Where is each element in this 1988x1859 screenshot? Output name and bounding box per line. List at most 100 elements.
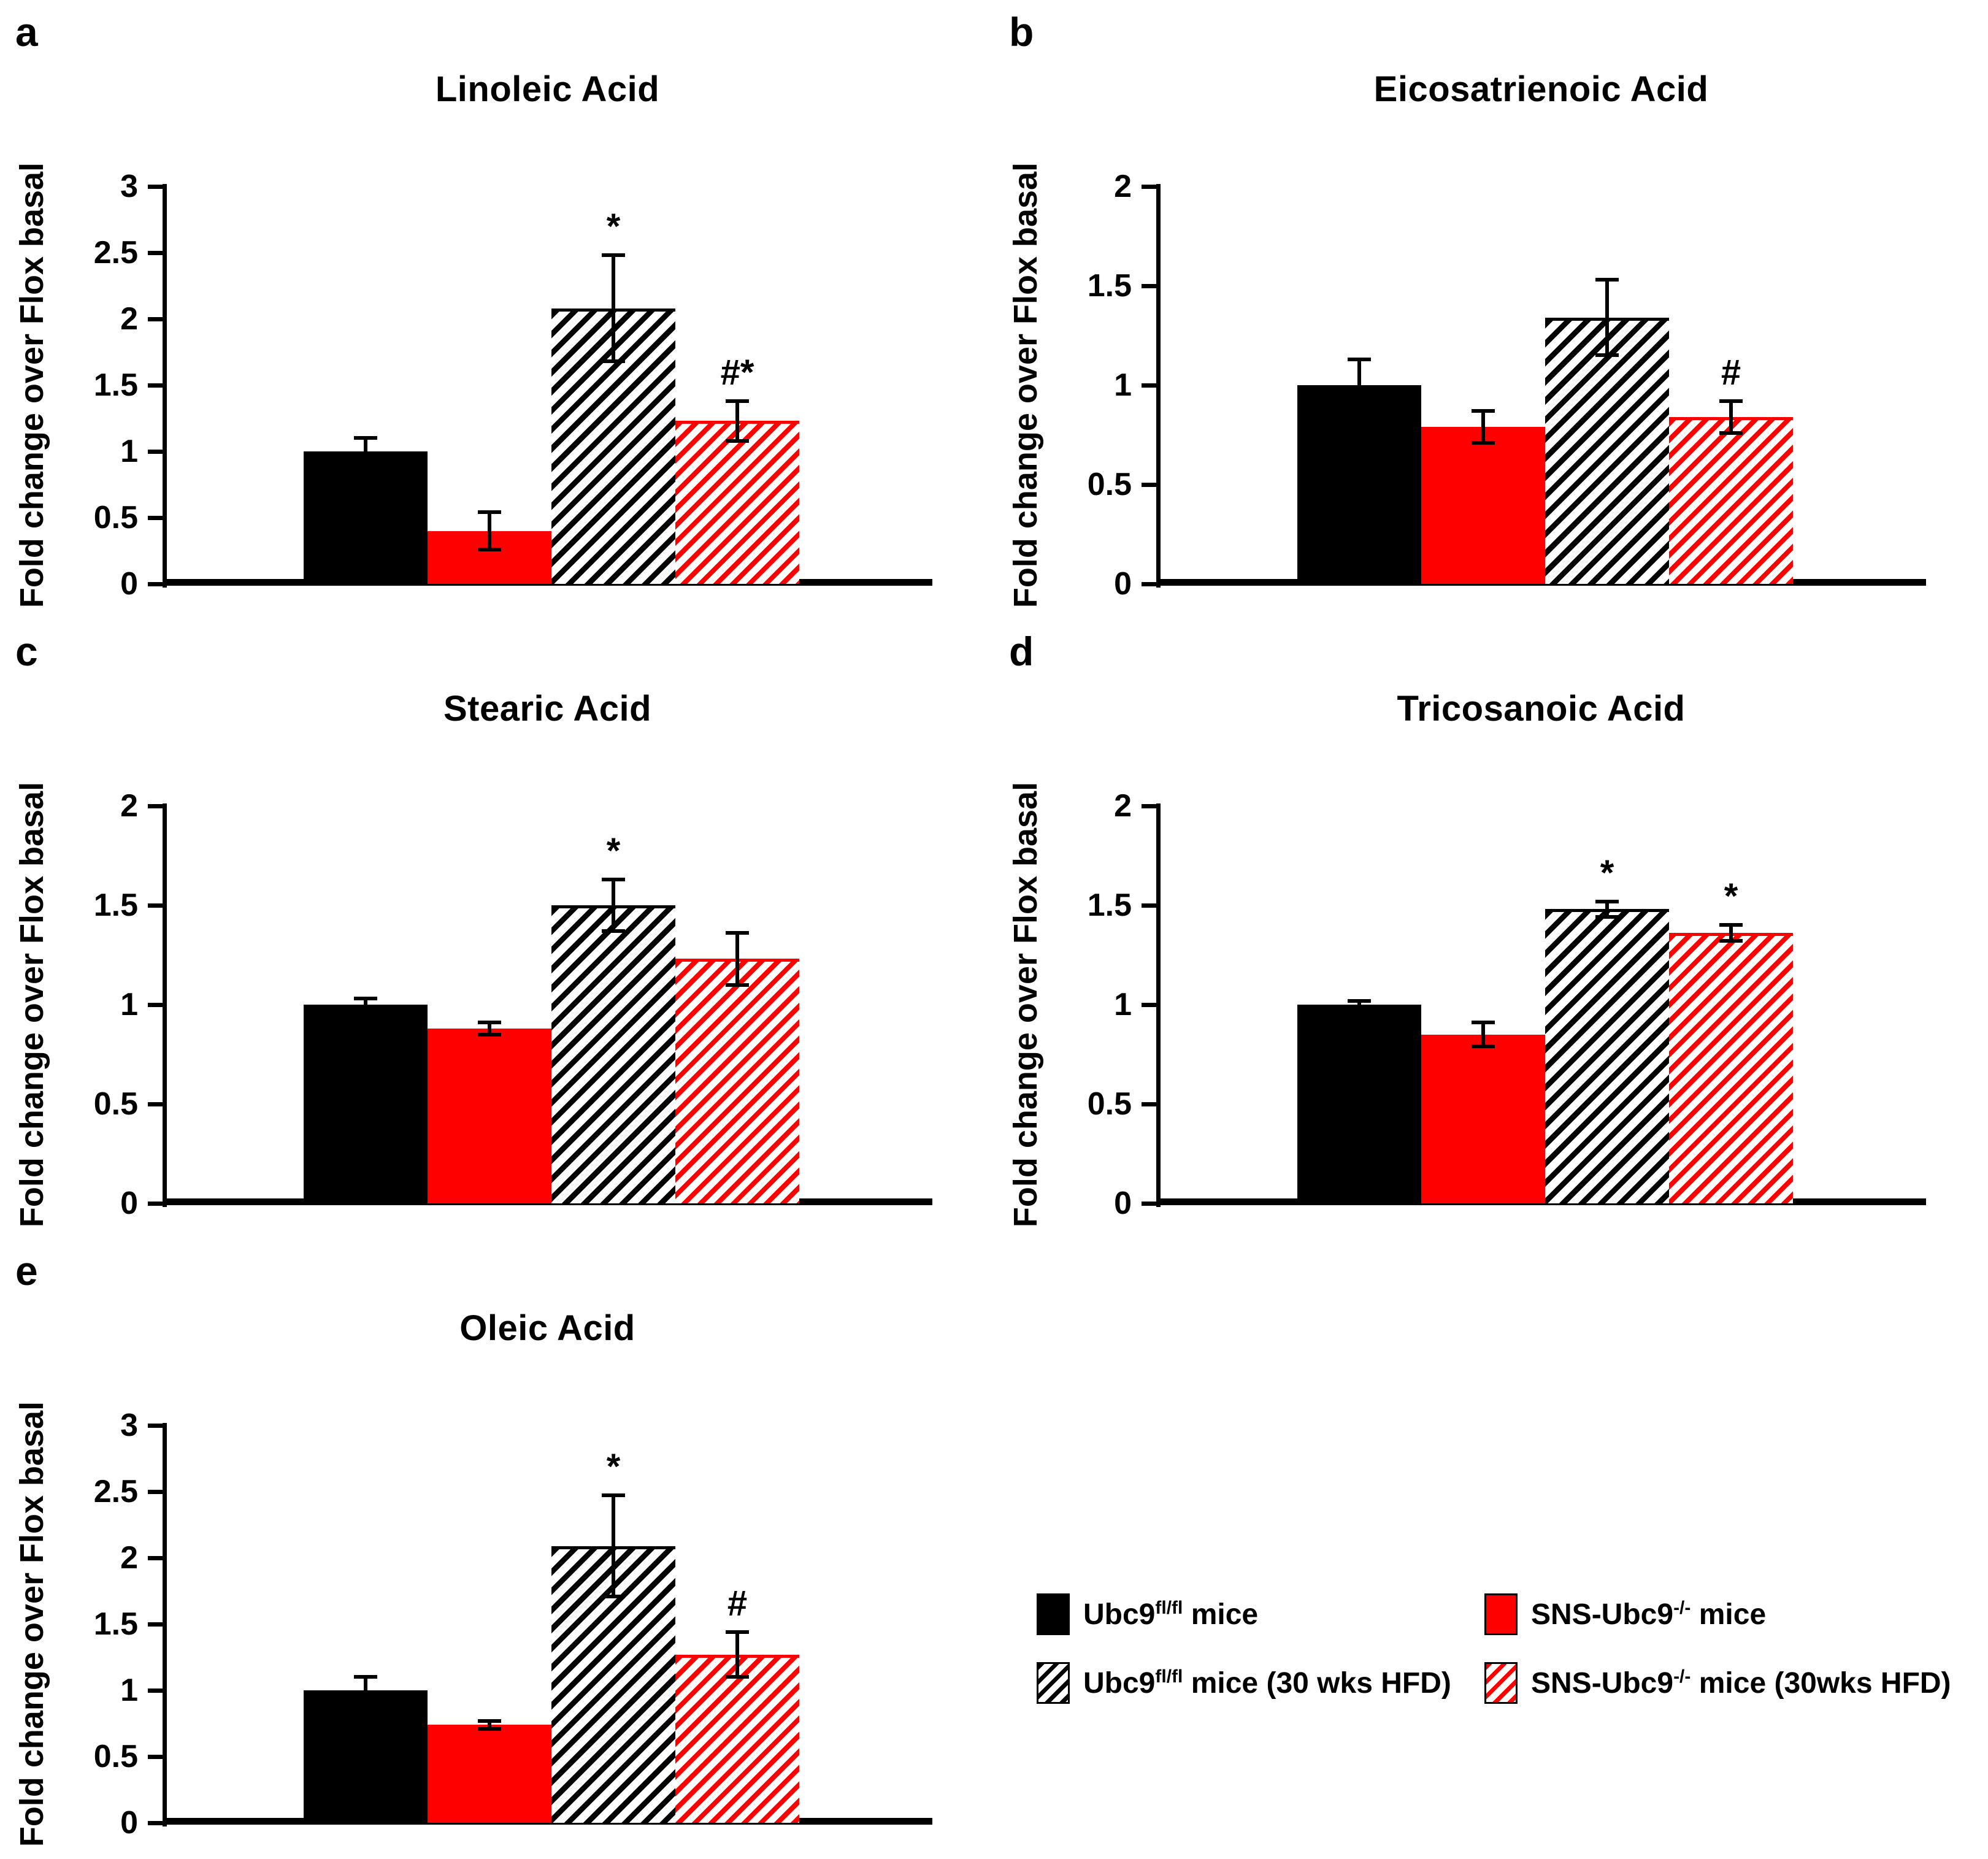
panel-letter-e: e [15, 1248, 38, 1294]
error-bar-cap-top [726, 931, 749, 935]
y-tick-mark [148, 449, 163, 454]
y-tick-label: 1 [120, 1673, 138, 1708]
y-axis-line [163, 803, 167, 1207]
error-bar-line [1357, 1000, 1361, 1009]
y-tick-mark [1142, 482, 1156, 487]
chart-title-eicosatrienoic-acid: Eicosatrienoic Acid [1373, 69, 1709, 109]
panel-e: e Oleic Acid Fold change over Flox basal… [0, 1239, 994, 1858]
y-tick-label: 2.5 [93, 1474, 138, 1509]
y-tick-mark [1142, 1002, 1156, 1007]
error-bar-cap-bottom [478, 1032, 501, 1037]
error-bar-line [364, 438, 367, 465]
y-tick-mark [148, 383, 163, 388]
error-bar-cap-bottom [1719, 431, 1743, 435]
error-bar-line [735, 401, 739, 441]
chart-title-stearic-acid: Stearic Acid [443, 689, 652, 729]
error-bar-cap-bottom [354, 1008, 377, 1013]
y-tick-mark [148, 1423, 163, 1428]
error-bar-cap-bottom [354, 462, 377, 467]
legend-item-flox-hfd: Ubc9fl/fl mice (30 wks HFD) [1037, 1662, 1451, 1704]
plot-area-b: 0 0.5 1 1.5 2 # [994, 0, 1987, 619]
y-tick-label: 2.5 [93, 235, 138, 270]
error-bar-cap-bottom [1348, 409, 1371, 413]
error-bar-line [488, 512, 491, 550]
error-bar-cap-top [602, 877, 625, 881]
y-tick-label: 2 [1114, 169, 1132, 204]
legend: Ubc9fl/fl mice SNS-Ubc9-/- mice Ubc9fl/f… [994, 1239, 1988, 1859]
chart-title-linoleic-acid: Linoleic Acid [435, 69, 660, 109]
y-tick-label: 0 [120, 566, 138, 602]
y-tick-mark [148, 1754, 163, 1759]
y-tick-mark [1142, 803, 1156, 808]
y-tick-mark [148, 1201, 163, 1206]
y-tick-label: 1.5 [1087, 268, 1132, 304]
y-tick-label: 1.5 [93, 1606, 138, 1642]
error-bar-line [735, 1631, 739, 1677]
panel-c: c Stearic Acid Fold change over Flox bas… [0, 619, 994, 1239]
significance-label: * [606, 207, 621, 247]
error-bar-cap-bottom [478, 1727, 501, 1731]
bar-red-solid [1421, 427, 1545, 584]
error-bar-cap-bottom [1472, 440, 1495, 445]
bar-red-solid [428, 1725, 551, 1823]
error-bar-cap-top [1595, 278, 1619, 282]
error-bar-line [488, 1720, 491, 1729]
bar-black-solid [304, 1690, 428, 1823]
error-bar-cap-top [726, 399, 749, 403]
panel-b: b Eicosatrienoic Acid Fold change over F… [994, 0, 1987, 619]
error-bar-cap-bottom [354, 1701, 377, 1706]
error-bar-cap-top [354, 997, 377, 1001]
plot-area-c: 0 0.5 1 1.5 2 * [0, 619, 994, 1239]
error-bar-cap-bottom [1348, 1006, 1371, 1011]
y-tick-mark [148, 1489, 163, 1494]
error-bar-cap-top [1595, 899, 1619, 903]
y-tick-label: 2 [120, 788, 138, 824]
y-tick-mark [148, 1688, 163, 1693]
panel-a: a Linoleic Acid Fold change over Flox ba… [0, 0, 994, 619]
bar-black-solid [1297, 1005, 1421, 1203]
y-axis-line [1156, 803, 1161, 1207]
bar-black-solid [304, 1005, 428, 1203]
panel-letter-d: d [1009, 629, 1034, 674]
y-axis-line [163, 1423, 167, 1826]
y-tick-mark [148, 184, 163, 189]
bar-black-hatch [551, 905, 675, 1203]
y-tick-label: 0.5 [93, 1086, 138, 1122]
error-bar-cap-top [354, 1675, 377, 1679]
error-bar-line [364, 1677, 367, 1704]
y-tick-label: 0 [1114, 1186, 1132, 1221]
error-bar-cap-top [602, 253, 625, 258]
error-bar-line [612, 879, 615, 932]
y-tick-mark [148, 1102, 163, 1106]
legend-item-flox: Ubc9fl/fl mice [1037, 1593, 1258, 1635]
y-tick-mark [148, 316, 163, 321]
error-bar-cap-top [478, 1719, 501, 1723]
error-bar-cap-top [478, 510, 501, 515]
bar-red-hatch [675, 959, 799, 1203]
y-tick-mark [148, 581, 163, 586]
y-axis-line [163, 184, 167, 588]
error-bar-cap-bottom [602, 359, 625, 364]
bar-red-hatch [675, 1654, 799, 1823]
error-bar-line [1481, 411, 1485, 443]
significance-label: #* [720, 352, 754, 393]
y-tick-label: 1 [1114, 367, 1132, 403]
y-tick-mark [148, 250, 163, 255]
error-bar-line [612, 1495, 615, 1596]
y-tick-label: 0.5 [1087, 1086, 1132, 1122]
error-bar-cap-top [1719, 923, 1743, 927]
panel-letter-b: b [1009, 9, 1034, 55]
y-tick-label: 1.5 [93, 367, 138, 403]
bar-red-solid [428, 1028, 551, 1203]
bar-black-solid [304, 451, 428, 584]
significance-label: * [606, 830, 621, 871]
plot-area-e: 0 0.5 1 1.5 2 2.5 3 * # [0, 1239, 994, 1858]
panel-d: d Tricosanoic Acid Fold change over Flox… [994, 619, 1987, 1239]
legend-swatch-red-solid [1484, 1593, 1518, 1635]
error-bar-line [488, 1022, 491, 1035]
y-tick-label: 0 [120, 1186, 138, 1221]
bar-black-solid [1297, 385, 1421, 584]
error-bar-cap-bottom [726, 983, 749, 987]
legend-swatch-black-solid [1037, 1593, 1070, 1635]
